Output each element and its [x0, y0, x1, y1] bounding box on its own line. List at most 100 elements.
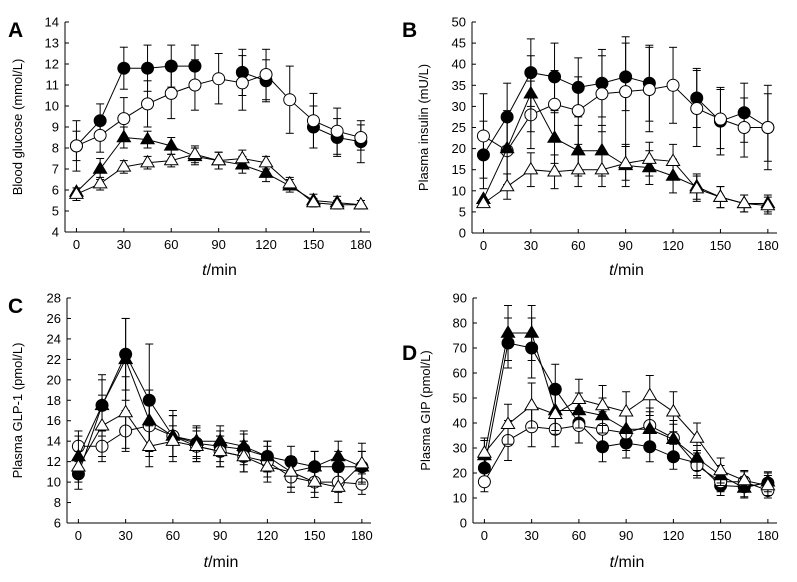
panel-letter: C — [8, 295, 23, 318]
data-point — [618, 155, 634, 169]
data-point — [330, 124, 344, 138]
y-tick-label: 24 — [47, 331, 61, 346]
data-point — [760, 477, 776, 491]
y-tick-label: 8 — [52, 141, 59, 156]
data-point — [116, 158, 132, 172]
panel-b: B 0 5 10 15 20 25 30 35 40 45 50 0 30 60 90 120 150 180 Pla… — [402, 15, 779, 280]
x-axis-title-var: t — [202, 262, 207, 279]
data-point — [595, 87, 609, 101]
y-tick-label: 9 — [52, 120, 59, 135]
data-point — [690, 102, 704, 116]
data-point — [164, 86, 178, 100]
data-point — [547, 163, 563, 177]
y-tick-label: 80 — [453, 316, 467, 331]
y-tick-label: 20 — [453, 466, 467, 481]
data-point — [477, 475, 491, 489]
x-tick-label: 30 — [524, 528, 538, 543]
data-point — [712, 189, 728, 202]
data-point — [141, 97, 155, 111]
y-tick-label: 15 — [452, 162, 466, 177]
data-point — [70, 458, 86, 472]
data-point — [547, 130, 563, 143]
data-point — [235, 76, 249, 90]
data-point — [165, 433, 181, 446]
data-point — [500, 325, 516, 338]
data-point — [736, 472, 752, 486]
data-point — [117, 112, 131, 126]
x-tick-label: 180 — [350, 237, 372, 252]
y-tick-label: 25 — [452, 120, 466, 135]
x-axis-title-unit: /min — [208, 554, 238, 571]
data-point — [524, 397, 540, 411]
data-point — [188, 78, 202, 92]
y-tick-label: 12 — [47, 454, 61, 469]
y-tick-label: 50 — [453, 391, 467, 406]
x-axis-title: t/min — [204, 554, 239, 571]
data-point — [163, 137, 179, 151]
x-tick-label: 60 — [166, 528, 180, 543]
x-tick-label: 30 — [524, 238, 538, 253]
x-axis-title-var: t — [204, 554, 209, 571]
y-tick-label: 6 — [52, 183, 59, 198]
data-point — [283, 463, 299, 477]
x-tick-label: 0 — [73, 237, 80, 252]
x-tick-label: 180 — [757, 528, 779, 543]
data-point — [259, 68, 273, 81]
data-point — [736, 195, 752, 209]
data-point — [258, 165, 274, 178]
x-tick-label: 150 — [710, 238, 732, 253]
y-tick-label: 45 — [452, 36, 466, 51]
data-point — [141, 412, 157, 426]
x-tick-label: 150 — [304, 528, 326, 543]
data-point — [618, 403, 634, 417]
x-tick-label: 0 — [480, 238, 487, 253]
data-point — [475, 195, 491, 209]
y-tick-label: 6 — [54, 516, 61, 531]
data-point — [283, 93, 297, 107]
x-axis-title-unit: /min — [614, 262, 644, 279]
y-tick-label: 13 — [45, 36, 59, 51]
data-point — [500, 416, 516, 429]
panel-d: D 0 10 20 30 40 50 60 70 80 90 0 30 60 90 120 150 180 Plas… — [402, 291, 779, 572]
y-tick-label: 26 — [47, 311, 61, 326]
y-axis-label: Plasma insulin (mU/L) — [416, 64, 431, 191]
data-point — [117, 61, 131, 75]
y-axis-label: Plasma GLP-1 (pmol/L) — [10, 343, 25, 479]
data-point — [499, 140, 515, 154]
x-axis-title: t/min — [610, 554, 645, 571]
data-point — [570, 161, 586, 175]
y-tick-label: 30 — [453, 441, 467, 456]
data-point — [619, 85, 633, 99]
data-point — [571, 391, 587, 404]
data-point — [307, 474, 323, 487]
data-point — [306, 114, 320, 128]
data-point — [305, 194, 321, 208]
y-tick-label: 10 — [452, 183, 466, 198]
x-axis-title-var: t — [610, 554, 615, 571]
series-open-triangle — [476, 375, 776, 496]
data-point — [94, 417, 110, 431]
y-tick-label: 5 — [459, 204, 466, 219]
data-point — [188, 438, 205, 451]
y-tick-label: 20 — [47, 372, 61, 387]
y-tick-label: 18 — [47, 393, 61, 408]
data-point — [330, 448, 346, 462]
y-tick-label: 20 — [452, 141, 466, 156]
y-tick-label: 5 — [52, 204, 59, 219]
data-point — [524, 325, 540, 338]
data-point — [234, 150, 250, 164]
data-point — [69, 139, 83, 153]
data-point — [666, 78, 680, 92]
panel-c: C 6 8 10 12 14 16 18 20 22 24 26 28 0 30 60 90 120 150 180 P… — [8, 291, 373, 572]
data-point — [118, 351, 134, 365]
x-axis-title: t/min — [202, 262, 237, 279]
y-tick-label: 10 — [45, 99, 59, 114]
y-tick-label: 22 — [47, 352, 61, 367]
data-point — [92, 161, 108, 174]
y-tick-label: 40 — [452, 57, 466, 72]
x-tick-label: 120 — [663, 528, 685, 543]
series-open-triangle — [475, 141, 776, 215]
series-open-circle — [69, 48, 368, 162]
data-point — [212, 72, 226, 86]
data-point — [548, 97, 562, 111]
